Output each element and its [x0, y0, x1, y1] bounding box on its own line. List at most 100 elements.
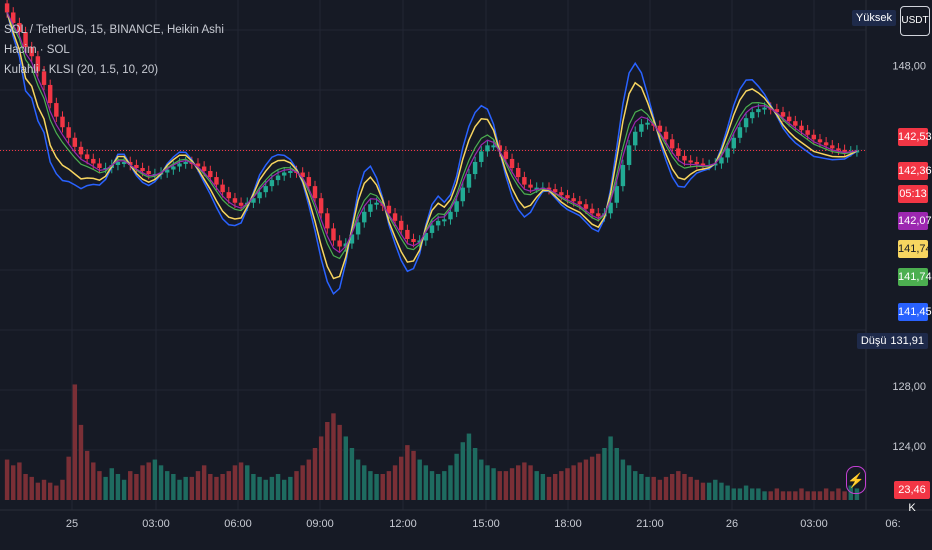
volume-bar — [442, 471, 447, 500]
candle — [750, 112, 755, 119]
indicator-line-yellow — [6, 12, 858, 280]
candle — [60, 116, 65, 128]
candle — [17, 23, 22, 33]
volume-bar — [515, 465, 521, 500]
candle — [220, 184, 225, 193]
volume-bar — [171, 474, 176, 500]
volume-bar — [392, 465, 398, 500]
candle — [682, 155, 687, 161]
low-value: 131,91 — [886, 333, 928, 349]
candle — [786, 116, 792, 122]
x-tick-label: 21:00 — [636, 518, 664, 530]
volume-bar — [134, 474, 139, 500]
volume-bar — [128, 471, 133, 500]
candle — [725, 148, 730, 158]
volume-bar — [398, 456, 404, 500]
candle — [793, 121, 798, 126]
candle — [368, 204, 373, 212]
volume-bar — [325, 422, 330, 500]
candle — [374, 202, 379, 205]
legend-volume[interactable]: Hacim · SOL — [4, 44, 70, 56]
x-tick-label: 03:00 — [800, 518, 828, 530]
candle — [676, 148, 681, 156]
volume-bar — [263, 479, 268, 500]
volume-bar — [700, 482, 706, 500]
volume-bar — [817, 491, 823, 500]
volume-bar — [793, 491, 798, 500]
candle — [312, 186, 318, 199]
y-tick-label: 148,00 — [892, 60, 926, 72]
volume-bar — [201, 465, 207, 500]
candle — [626, 145, 632, 165]
x-tick-label: 25 — [66, 518, 78, 530]
candle — [731, 137, 736, 149]
volume-bar — [312, 448, 318, 500]
candle — [84, 154, 90, 159]
candle — [337, 240, 342, 247]
volume-bar — [596, 453, 601, 500]
volume-bar — [497, 471, 502, 500]
candle — [614, 186, 619, 203]
volume-bar — [11, 465, 16, 500]
volume-bar — [725, 485, 730, 500]
price-tag: 141,45 — [898, 303, 932, 321]
candle — [355, 222, 361, 235]
volume-bar — [786, 491, 792, 500]
volume-bar — [842, 491, 847, 500]
volume-bar — [245, 465, 250, 500]
candle — [522, 177, 527, 185]
candle — [306, 177, 312, 187]
volume-bar — [23, 474, 28, 500]
volume-bar — [331, 413, 336, 500]
volume-bar — [269, 476, 275, 500]
candle — [608, 202, 613, 214]
volume-bar — [362, 465, 367, 500]
candle — [121, 161, 127, 164]
candle — [269, 180, 275, 187]
candle — [589, 208, 595, 214]
candle — [398, 220, 404, 230]
x-tick-label: 06: — [885, 518, 900, 530]
volume-bar — [386, 471, 392, 500]
high-label: Yüksek — [851, 10, 896, 26]
volume-bar — [232, 465, 238, 500]
legend-indicator[interactable]: Kulahli - KLSI (20, 1.5, 10, 20) — [4, 64, 159, 76]
volume-bar — [97, 471, 102, 500]
candle — [528, 184, 533, 188]
volume-bar — [663, 476, 669, 500]
candle — [300, 172, 305, 178]
price-tag: 141,74 — [898, 268, 932, 286]
price-tag: 142,07 — [898, 212, 932, 230]
currency-button[interactable]: USDT — [900, 6, 930, 36]
volume-bar — [522, 462, 527, 500]
volume-bar — [472, 448, 478, 500]
volume-bar — [294, 471, 299, 500]
volume-tag: 23,46 K — [894, 481, 930, 514]
candle — [454, 201, 459, 212]
volume-bar — [626, 465, 632, 500]
volume-bar — [454, 453, 459, 500]
volume-bar — [466, 433, 472, 500]
volume-bar — [226, 471, 231, 500]
candle — [799, 125, 804, 131]
volume-bar — [583, 459, 589, 500]
candle — [128, 161, 133, 165]
candle — [177, 163, 182, 167]
volume-bar — [140, 465, 145, 500]
volume-bar — [694, 479, 700, 500]
volume-bar — [417, 459, 422, 500]
volume-bar — [731, 488, 736, 500]
lightning-icon[interactable]: ⚡ — [846, 466, 866, 494]
volume-bar — [374, 474, 379, 500]
candle — [23, 32, 28, 48]
volume-bar — [577, 462, 583, 500]
candle — [577, 201, 583, 205]
y-tick-label: 128,00 — [892, 381, 926, 393]
candle — [4, 3, 10, 13]
volume-bar — [54, 485, 59, 500]
volume-bar — [756, 488, 761, 500]
candle — [318, 198, 324, 214]
legend-symbol[interactable]: SOL / TetherUS, 15, BINANCE, Heikin Ashi — [4, 24, 224, 36]
volume-bar — [552, 474, 558, 500]
